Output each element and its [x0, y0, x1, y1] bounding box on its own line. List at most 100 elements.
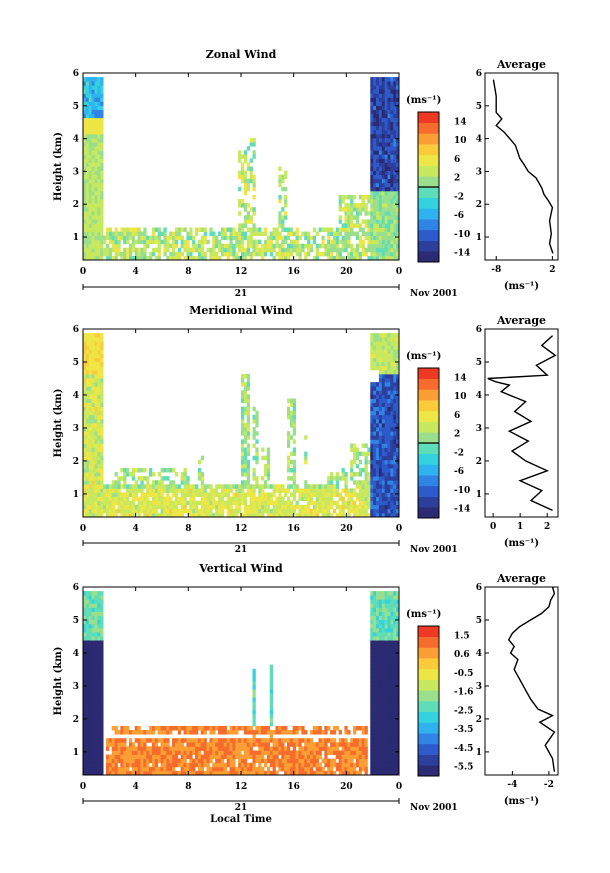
heatmap-cell [97, 615, 101, 621]
heatmap-cell [318, 243, 322, 249]
heatmap-cell [177, 500, 182, 506]
heatmap-cell [235, 251, 239, 257]
heatmap-cell [301, 247, 305, 253]
heatmap-cell [249, 215, 253, 220]
heatmap-cell [94, 717, 98, 723]
heatmap-cell [390, 203, 394, 208]
heatmap-cell [390, 402, 394, 408]
colorbar-swatch [418, 485, 439, 497]
heatmap-cell [94, 672, 98, 678]
heatmap-cell [91, 644, 95, 649]
heatmap-cell [381, 439, 386, 444]
heatmap-cell [88, 402, 93, 408]
heatmap-cell [203, 770, 207, 776]
heatmap-cell [261, 770, 265, 776]
heatmap-cell [131, 247, 136, 253]
heatmap-cell [387, 186, 391, 192]
heatmap-cell [266, 467, 271, 473]
heatmap-cell [307, 484, 311, 489]
heatmap-cell [151, 738, 156, 743]
heatmap-cell [195, 488, 199, 493]
heatmap-cell [197, 742, 202, 747]
heatmap-cell [212, 738, 216, 743]
heatmap-cell [304, 508, 308, 514]
heatmap-cell [226, 243, 230, 249]
heatmap-cell [381, 619, 386, 625]
heatmap-cell [347, 492, 351, 497]
heatmap-cell [174, 235, 179, 241]
heatmap-cell [269, 754, 273, 760]
heatmap-cell [289, 402, 294, 408]
heatmap-cell [350, 243, 354, 249]
heatmap-cell [88, 154, 93, 159]
heatmap-cell [381, 504, 386, 510]
heatmap-cell [355, 463, 360, 469]
heatmap-cell [370, 105, 374, 110]
heatmap-cell [197, 746, 202, 751]
heatmap-cell [390, 154, 394, 159]
heatmap-cell [396, 418, 400, 424]
heatmap-cell [85, 730, 90, 735]
heatmap-cell [203, 496, 207, 502]
heatmap-cell [91, 121, 95, 127]
heatmap-cell [361, 231, 365, 237]
heatmap-cell [123, 770, 127, 776]
heatmap-cell [146, 738, 150, 743]
heatmap-cell [83, 251, 87, 257]
heatmap-cell [94, 660, 98, 666]
heatmap-cell [292, 508, 296, 514]
heatmap-cell [370, 668, 374, 674]
heatmap-cell [347, 255, 351, 261]
heatmap-cell [97, 713, 101, 719]
heatmap-cell [94, 705, 98, 711]
heatmap-cell [238, 223, 242, 228]
heatmap-cell [327, 255, 331, 261]
heatmap-cell [358, 472, 363, 477]
heatmap-cell [378, 467, 383, 473]
heatmap-cell [252, 431, 256, 436]
heatmap-cell [381, 623, 386, 629]
heatmap-cell [330, 504, 334, 510]
heatmap-cell [289, 754, 294, 760]
profile-x-tick-label: 2 [549, 265, 555, 275]
heatmap-cell [189, 235, 193, 241]
heatmap-cell [390, 207, 394, 212]
heatmap-cell [396, 681, 400, 686]
heatmap-cell [166, 239, 170, 245]
heatmap-cell [97, 623, 101, 629]
heatmap-cell [252, 472, 256, 477]
heatmap-cell [88, 365, 93, 371]
heatmap-cell [284, 203, 288, 208]
heatmap-cell [376, 734, 380, 739]
heatmap-cell [241, 154, 245, 159]
heatmap-cell [370, 353, 374, 359]
heatmap-cell [255, 496, 259, 502]
heatmap-cell [83, 742, 87, 747]
heatmap-cell [97, 709, 101, 715]
heatmap-cell [241, 414, 245, 420]
heatmap-cell [100, 239, 104, 245]
heatmap-cell [396, 508, 400, 514]
heatmap-cell [370, 154, 374, 159]
heatmap-cell [390, 219, 394, 224]
heatmap-cell [373, 394, 377, 399]
profile-x-label: (ms⁻¹) [504, 281, 539, 292]
heatmap-cell [347, 239, 351, 245]
heatmap-cell [381, 627, 386, 633]
heatmap-cell [172, 247, 176, 253]
heatmap-cell [226, 754, 230, 760]
heatmap-cell [223, 770, 228, 776]
heatmap-cell [88, 619, 93, 625]
heatmap-cell [85, 77, 90, 82]
heatmap-cell [192, 738, 196, 743]
heatmap-cell [378, 353, 383, 359]
heatmap-cell [140, 235, 144, 241]
heatmap-cell [192, 512, 196, 518]
heatmap-cell [355, 738, 360, 743]
heatmap-cell [85, 697, 90, 702]
heatmap-cell [200, 500, 205, 506]
heatmap-cell [278, 223, 282, 228]
heatmap-cell [361, 758, 365, 764]
heatmap-cell [387, 81, 391, 86]
heatmap-cell [393, 243, 397, 249]
